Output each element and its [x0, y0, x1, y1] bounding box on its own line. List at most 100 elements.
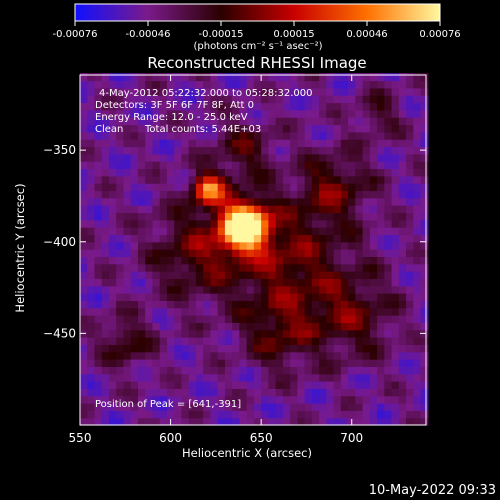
- heatmap-cell: [398, 300, 407, 309]
- heatmap-cell: [369, 388, 378, 397]
- heatmap-cell: [253, 322, 262, 331]
- heatmap-cell: [101, 351, 110, 360]
- heatmap-cell: [268, 212, 277, 221]
- heatmap-cell: [362, 373, 371, 382]
- heatmap-cell: [188, 278, 197, 287]
- heatmap-cell: [203, 102, 212, 111]
- heatmap-cell: [246, 124, 255, 133]
- heatmap-cell: [239, 388, 248, 397]
- heatmap-cell: [159, 175, 168, 184]
- heatmap-cell: [253, 146, 262, 155]
- heatmap-cell: [130, 329, 139, 338]
- heatmap-cell: [195, 278, 204, 287]
- heatmap-cell: [152, 109, 161, 118]
- heatmap-cell: [137, 109, 146, 118]
- heatmap-cell: [369, 351, 378, 360]
- heatmap-cell: [195, 366, 204, 375]
- heatmap-cell: [406, 359, 414, 367]
- heatmap-cell: [377, 410, 385, 419]
- heatmap-cell: [123, 124, 132, 133]
- heatmap-cell: [413, 300, 422, 309]
- heatmap-cell: [369, 381, 378, 389]
- heatmap-cell: [311, 300, 320, 309]
- heatmap-cell: [94, 95, 103, 104]
- heatmap-cell: [355, 73, 364, 82]
- heatmap-cell: [311, 322, 320, 331]
- heatmap-cell: [413, 249, 422, 258]
- heatmap-cell: [311, 139, 320, 148]
- heatmap-cell: [275, 168, 284, 177]
- heatmap-cell: [101, 388, 110, 397]
- heatmap-cell: [232, 249, 241, 258]
- heatmap-cell: [195, 80, 204, 89]
- heatmap-cell: [304, 271, 313, 279]
- heatmap-cell: [348, 315, 356, 323]
- heatmap-cell: [398, 234, 407, 243]
- heatmap-cell: [398, 249, 407, 258]
- heatmap-cell: [326, 403, 335, 411]
- heatmap-cell: [188, 263, 197, 272]
- heatmap-cell: [333, 95, 342, 104]
- heatmap-cell: [239, 168, 248, 177]
- heatmap-cell: [319, 293, 327, 301]
- heatmap-cell: [340, 190, 349, 199]
- heatmap-cell: [268, 351, 277, 360]
- heatmap-cell: [326, 139, 335, 148]
- heatmap-cell: [377, 131, 385, 140]
- heatmap-cell: [282, 417, 291, 426]
- heatmap-cell: [326, 102, 335, 111]
- heatmap-cell: [311, 373, 320, 382]
- heatmap-cell: [246, 168, 255, 177]
- heatmap-cell: [377, 322, 385, 331]
- heatmap-cell: [290, 285, 298, 294]
- heatmap-cell: [413, 263, 422, 272]
- heatmap-cell: [94, 161, 103, 170]
- heatmap-cell: [319, 168, 327, 177]
- heatmap-cell: [116, 131, 125, 140]
- heatmap-cell: [319, 263, 327, 272]
- heatmap-cell: [420, 205, 429, 214]
- heatmap-cell: [108, 337, 117, 345]
- heatmap-cell: [398, 307, 407, 316]
- heatmap-cell: [137, 117, 146, 126]
- heatmap-cell: [130, 219, 139, 228]
- heatmap-cell: [116, 322, 125, 331]
- heatmap-cell: [333, 146, 342, 155]
- heatmap-cell: [130, 263, 139, 272]
- heatmap-cell: [188, 417, 197, 426]
- heatmap-cell: [101, 278, 110, 287]
- heatmap-cell: [369, 139, 378, 148]
- heatmap-cell: [181, 388, 190, 397]
- heatmap-cell: [181, 219, 190, 228]
- heatmap-cell: [398, 219, 407, 228]
- heatmap-cell: [152, 249, 161, 258]
- heatmap-cell: [268, 249, 277, 258]
- heatmap-cell: [116, 80, 125, 89]
- heatmap-cell: [362, 337, 371, 345]
- heatmap-cell: [80, 153, 88, 162]
- heatmap-cell: [304, 197, 313, 206]
- heatmap-cell: [282, 388, 291, 397]
- heatmap-cell: [275, 109, 284, 118]
- heatmap-cell: [377, 102, 385, 111]
- heatmap-cell: [137, 139, 146, 148]
- heatmap-cell: [275, 175, 284, 184]
- heatmap-cell: [232, 190, 241, 199]
- heatmap-cell: [398, 146, 407, 155]
- heatmap-cell: [188, 131, 197, 140]
- heatmap-cell: [340, 168, 349, 177]
- heatmap-cell: [253, 205, 262, 214]
- heatmap-cell: [188, 271, 197, 279]
- heatmap-cell: [210, 249, 219, 258]
- heatmap-cell: [362, 161, 371, 170]
- heatmap-cell: [203, 249, 212, 258]
- heatmap-cell: [246, 388, 255, 397]
- heatmap-cell: [137, 190, 146, 199]
- heatmap-cell: [304, 256, 313, 265]
- heatmap-cell: [348, 249, 356, 258]
- heatmap-cell: [340, 300, 349, 309]
- heatmap-cell: [406, 190, 414, 199]
- heatmap-cell: [377, 359, 385, 367]
- heatmap-cell: [326, 234, 335, 243]
- heatmap-cell: [159, 102, 168, 111]
